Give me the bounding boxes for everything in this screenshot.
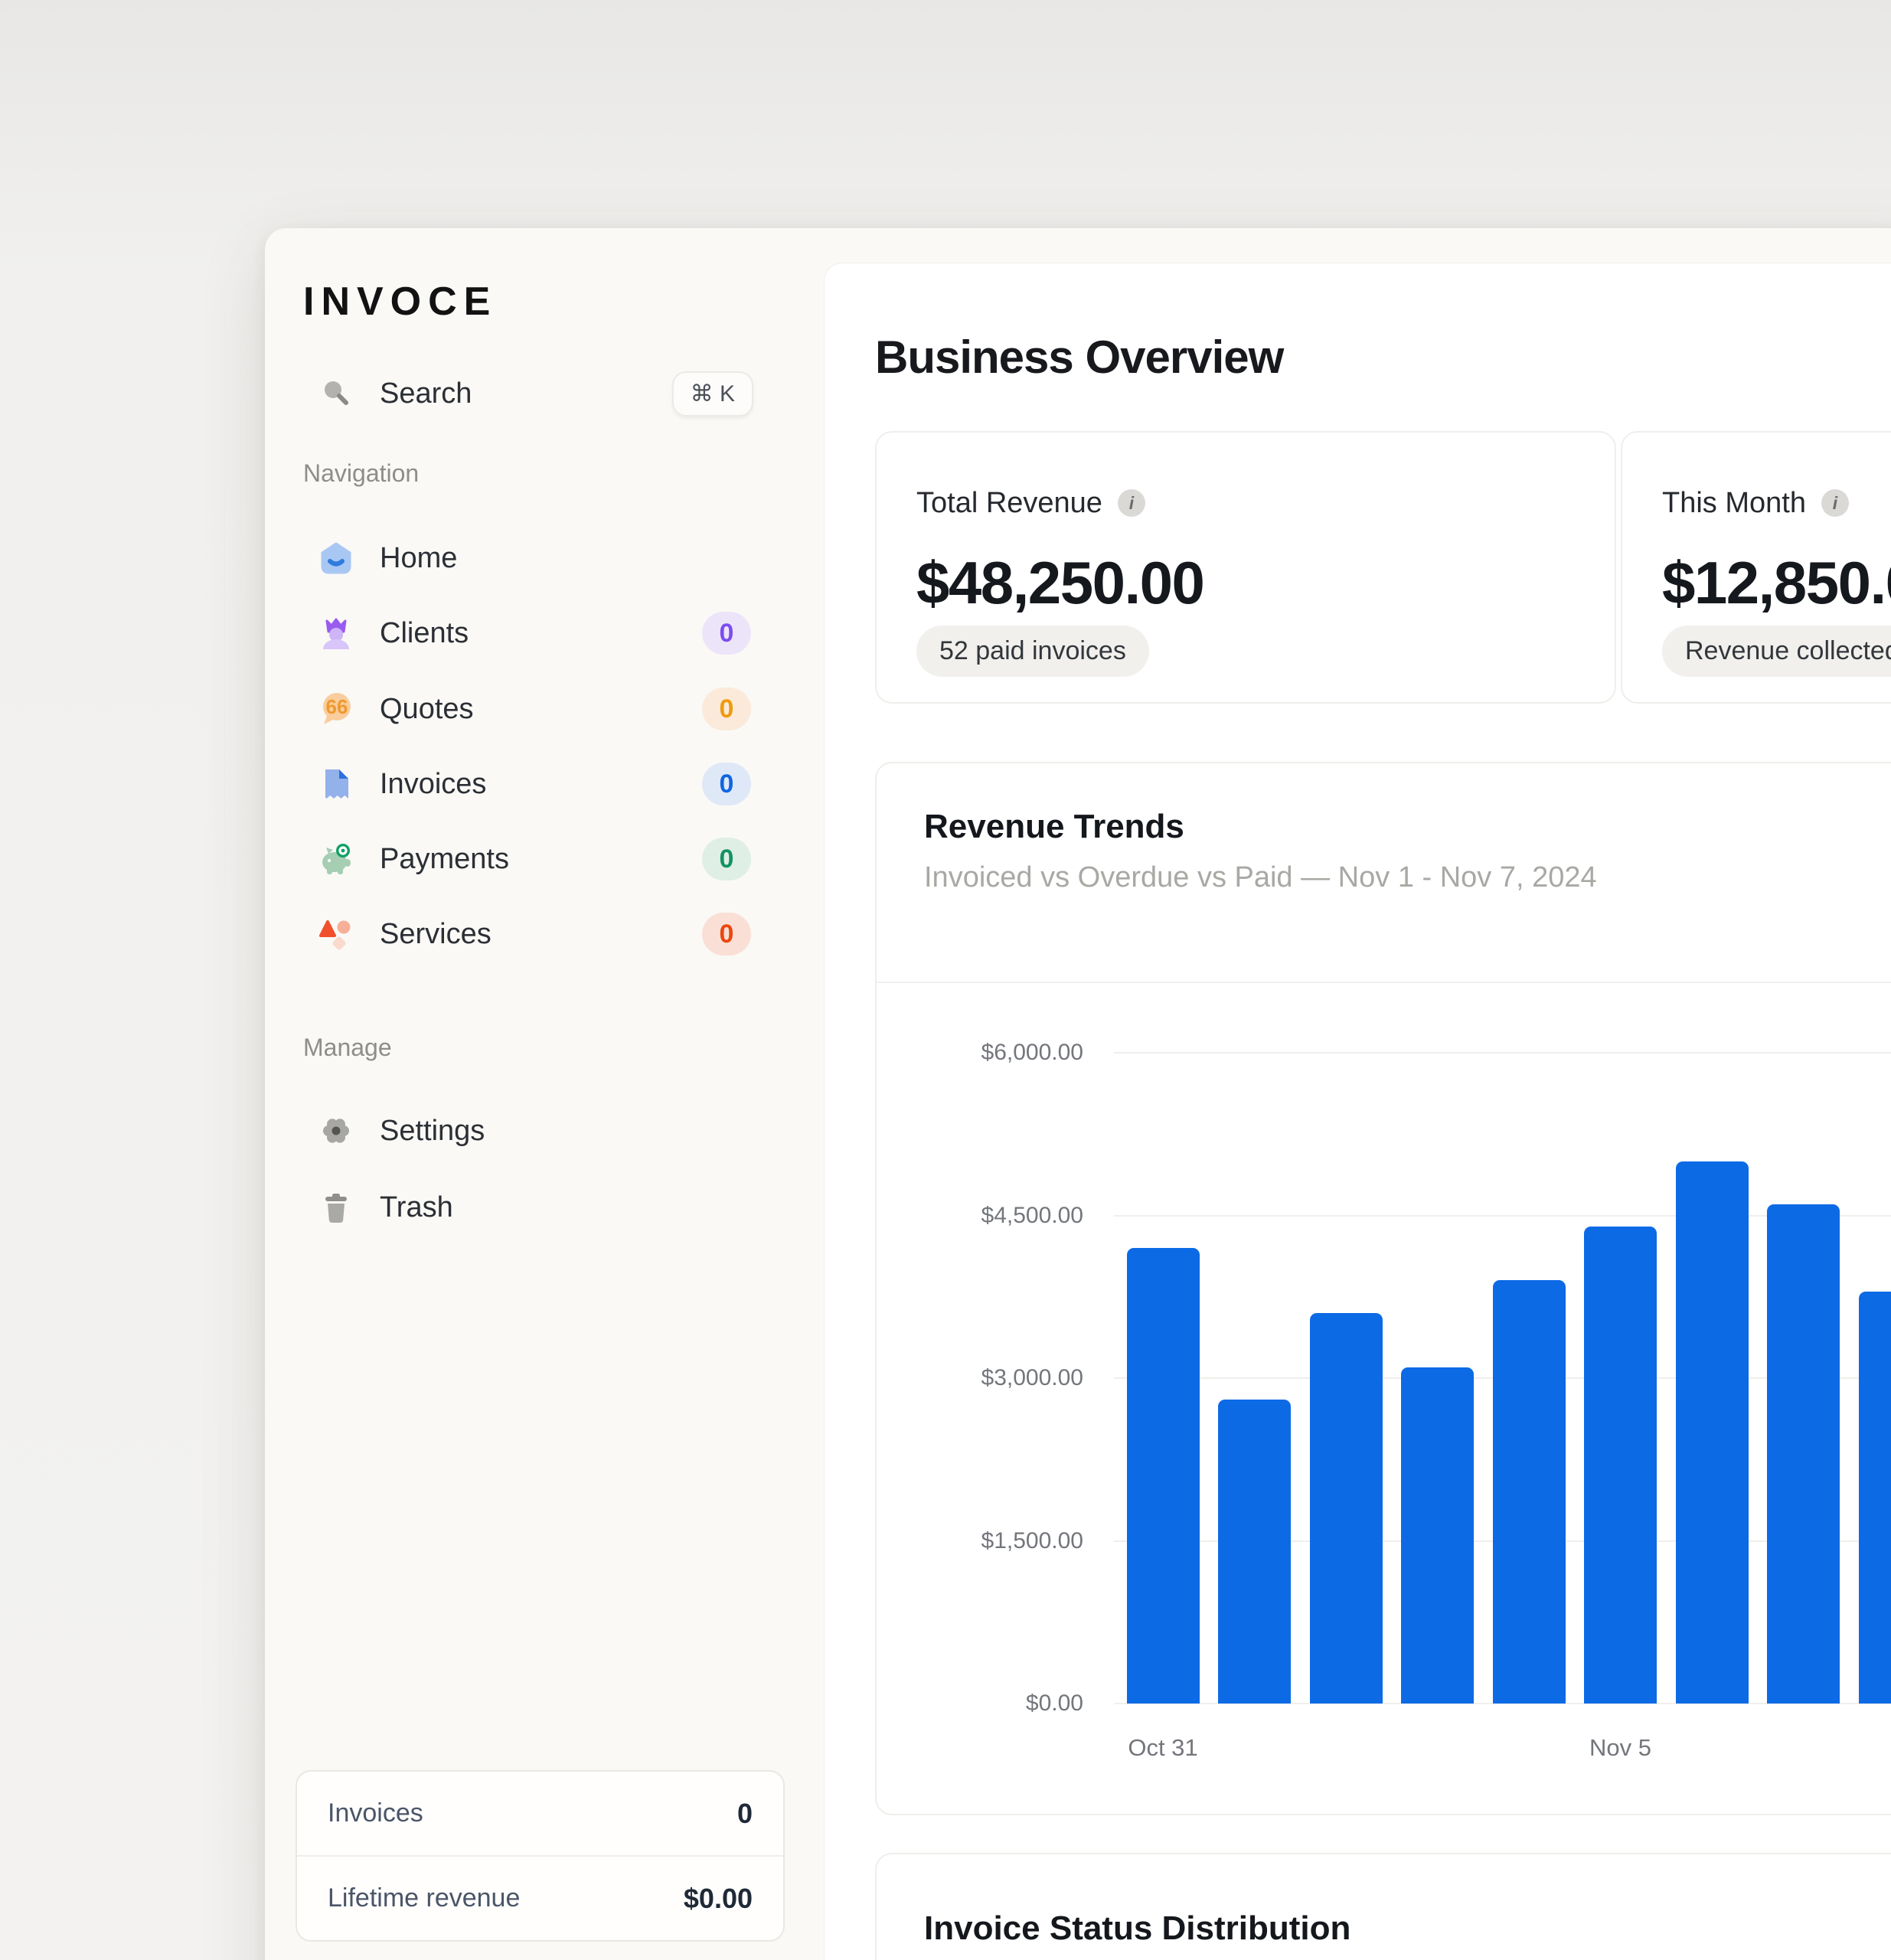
invoice-status-card: Invoice Status Distribution [875,1853,1891,1960]
sidebar-item-label: Payments [380,842,509,875]
chart-bar-nov-3[interactable] [1401,1367,1474,1704]
chart-gridline [1114,1052,1891,1054]
stat-value: $48,250.00 [916,549,1205,616]
chart-bar-oct-31[interactable] [1126,1248,1200,1704]
stat-card-this-month: This Month i $12,850.00 Revenue collecte… [1621,431,1891,704]
sidebar-item-label: Quotes [380,692,474,725]
chart-bar-nov-5[interactable] [1584,1227,1657,1704]
search-button[interactable]: Search ⌘ K [312,366,756,421]
chart-title: Revenue Trends [924,808,1184,845]
summary-label: Invoices [328,1798,423,1828]
sidebar-summary-card: Invoices 0 Lifetime revenue $0.00 [296,1770,785,1942]
chart-plot-area: Oct 31 Nov 5 [1114,1052,1891,1761]
chart-bar-nov-2[interactable] [1309,1313,1383,1704]
status-card-title: Invoice Status Distribution [924,1909,1351,1947]
summary-label: Lifetime revenue [328,1883,521,1913]
sidebar-item-label: Home [380,541,458,574]
stat-badge: 52 paid invoices [916,626,1149,677]
y-axis-tick-label: $0.00 [1025,1690,1083,1716]
sidebar-item-payments[interactable]: Payments 0 [312,831,756,887]
invoices-icon [325,769,348,799]
y-axis-tick-label: $1,500.00 [981,1527,1083,1553]
logo: INVOCE [303,279,498,324]
chart-bar-nov-4[interactable] [1492,1280,1566,1704]
svg-text:66: 66 [326,695,348,718]
y-axis-tick-label: $3,000.00 [981,1365,1083,1390]
nav-count-badge: 0 [702,838,751,880]
gear-icon [323,1119,349,1143]
chart-gridline [1114,1214,1891,1217]
chart-bar-nov-1[interactable] [1218,1400,1291,1704]
clients-icon [323,618,349,649]
sidebar-item-services[interactable]: Services 0 [312,906,756,962]
chart-bar-nov-6[interactable] [1675,1161,1749,1704]
payments-icon [322,844,351,874]
y-axis-tick-label: $6,000.00 [981,1040,1083,1065]
summary-row-lifetime-revenue: Lifetime revenue $0.00 [297,1855,783,1940]
chart-gridline [1114,1703,1891,1704]
nav-section-label: Navigation [303,459,420,487]
divider [877,982,1891,983]
summary-row-invoices: Invoices 0 [297,1772,783,1855]
y-axis-tick-label: $4,500.00 [981,1202,1083,1228]
sidebar-item-label: Settings [380,1114,485,1147]
info-icon[interactable]: i [1117,489,1145,517]
info-icon[interactable]: i [1821,489,1849,517]
sidebar-item-label: Clients [380,616,469,649]
sidebar-item-clients[interactable]: Clients 0 [312,606,756,661]
sidebar-item-settings[interactable]: Settings [312,1103,756,1158]
chart-bar-nov-7[interactable] [1767,1204,1840,1704]
sidebar-item-home[interactable]: Home [312,531,756,586]
sidebar-item-invoices[interactable]: Invoices 0 [312,756,756,812]
stat-label: Total Revenue [916,486,1102,519]
home-icon [321,542,351,574]
nav-count-badge: 0 [702,913,751,956]
sidebar-item-label: Services [380,917,492,950]
keyboard-shortcut-badge: ⌘ K [671,371,753,416]
page-title: Business Overview [875,332,1284,383]
summary-value: 0 [736,1797,753,1829]
trash-icon [325,1194,347,1223]
nav-count-badge: 0 [702,688,751,730]
chart-y-axis: $6,000.00 $4,500.00 $3,000.00 $1,500.00 $0.0… [875,1041,1083,1715]
sidebar-item-trash[interactable]: Trash [312,1180,756,1235]
chart-subtitle: Invoiced vs Overdue vs Paid — Nov 1 - No… [924,861,1597,893]
stat-badge: Revenue collected [1662,626,1891,677]
nav-count-badge: 0 [702,612,751,655]
quotes-icon: 66 [323,693,351,724]
search-label: Search [380,377,472,410]
stat-value: $12,850.00 [1662,549,1891,616]
sidebar-item-quotes[interactable]: 66 Quotes 0 [312,681,756,737]
x-axis-tick-label: Oct 31 [1128,1734,1198,1761]
services-icon [319,920,351,950]
sidebar-item-label: Invoices [380,767,487,800]
summary-value: $0.00 [683,1882,753,1914]
nav-count-badge: 0 [702,763,751,805]
stat-card-total-revenue: Total Revenue i $48,250.00 52 paid invoi… [875,431,1616,704]
x-axis-tick-label: Nov 5 [1589,1734,1651,1761]
chart-bar-nov-8[interactable] [1858,1292,1891,1704]
search-icon [325,381,348,405]
sidebar-item-label: Trash [380,1191,453,1223]
manage-section-label: Manage [303,1034,392,1061]
stat-label: This Month [1662,486,1806,519]
